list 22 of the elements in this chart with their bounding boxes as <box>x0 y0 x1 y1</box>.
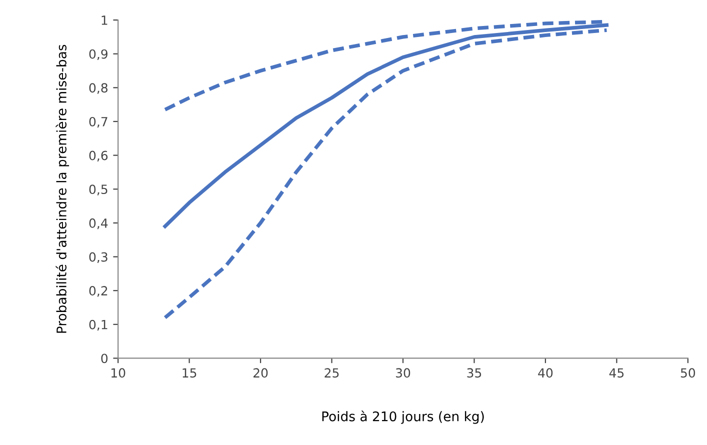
x-tick-label: 15 <box>182 368 196 378</box>
y-tick-label: 0 <box>101 354 108 364</box>
x-tick-label: 25 <box>324 368 339 378</box>
x-tick-label: 35 <box>467 368 482 378</box>
x-tick-label: 40 <box>538 368 553 378</box>
y-tick-label: 0,1 <box>89 320 108 331</box>
y-tick-label: 0,6 <box>89 150 108 162</box>
y-tick-label: 0,8 <box>89 83 108 94</box>
x-tick-label: 20 <box>253 368 268 378</box>
y-tick-label: 0,4 <box>89 218 108 230</box>
y-axis-title: Probabilité d'atteindre la première mise-bas <box>56 44 70 333</box>
y-tick-label: 0,3 <box>89 252 108 263</box>
x-tick-label: 10 <box>111 368 126 378</box>
y-tick-label: 0,5 <box>89 184 108 196</box>
x-axis-title: Poids à 210 jours (en kg) <box>322 410 484 424</box>
y-tick-label: 0,9 <box>89 49 108 60</box>
y-tick-label: 0,2 <box>89 286 108 297</box>
x-tick-label: 30 <box>396 368 410 378</box>
y-tick-label: 0,7 <box>89 116 108 128</box>
x-tick-label: 50 <box>680 368 696 378</box>
y-tick-label: 1 <box>102 16 108 25</box>
x-tick-label: 45 <box>609 368 624 378</box>
